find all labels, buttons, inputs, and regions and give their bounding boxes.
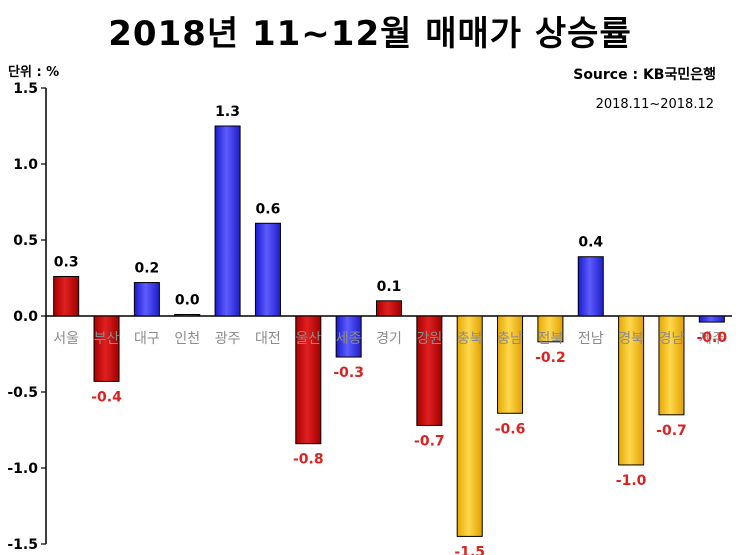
unit-label: 단위 : %: [8, 65, 60, 80]
data-label: 0.2: [134, 261, 159, 277]
data-label: 0.1: [377, 279, 402, 295]
data-label: -0.8: [293, 452, 324, 468]
category-label: 인천: [174, 331, 200, 347]
data-label: 0.3: [54, 254, 79, 270]
category-label: 대구: [134, 331, 160, 347]
data-label: -0.0: [697, 330, 728, 346]
data-label: -0.7: [414, 433, 445, 449]
period-label: 2018.11~2018.12: [595, 97, 714, 112]
bar-경북: [618, 315, 645, 466]
category-label: 충북: [457, 331, 483, 347]
bar-충남: [497, 315, 524, 414]
category-label: 경남: [659, 331, 685, 347]
data-label: -1.5: [454, 544, 485, 555]
chart-title: 2018년 11~12월 매매가 상승률: [108, 14, 632, 54]
bar-강원: [416, 315, 443, 426]
bar-광주: [214, 125, 241, 317]
data-label: 0.6: [256, 201, 281, 217]
bar-인천: [174, 313, 201, 317]
category-label: 서울: [53, 331, 79, 347]
y-tick-label: -1.0: [7, 461, 38, 477]
bar-경남: [658, 315, 685, 416]
category-label: 울산: [295, 331, 321, 347]
category-label: 세종: [336, 331, 362, 347]
data-label: 0.0: [175, 292, 200, 308]
data-label: 0.4: [578, 235, 603, 251]
bar-대전: [254, 222, 281, 317]
bar-제주: [698, 315, 725, 323]
y-tick-label: 0.0: [13, 309, 38, 325]
category-label: 강원: [416, 331, 442, 347]
y-tick-label: -0.5: [7, 385, 38, 401]
data-label: -0.7: [656, 423, 687, 439]
category-label: 전북: [538, 331, 564, 347]
data-label: -0.3: [333, 365, 364, 381]
y-tick-label: 0.5: [13, 233, 38, 249]
bar-충북: [456, 315, 483, 537]
y-tick-label: 1.5: [13, 81, 38, 97]
y-tick-label: 1.0: [13, 157, 38, 173]
bar-세종: [335, 315, 362, 358]
bar-전남: [577, 256, 604, 317]
bar-울산: [295, 315, 322, 445]
data-label: -0.4: [91, 389, 122, 405]
bar-부산: [93, 315, 120, 382]
category-label: 제주: [699, 331, 725, 347]
data-label: -0.2: [535, 350, 566, 366]
bar-서울: [53, 275, 80, 317]
category-label: 대전: [255, 331, 281, 347]
category-label: 경기: [376, 331, 402, 347]
category-label: 전남: [578, 331, 604, 347]
bar-대구: [133, 282, 160, 317]
category-label: 경북: [618, 331, 644, 347]
source-label: Source : KB국민은행: [573, 67, 716, 83]
y-tick-label: -1.5: [7, 537, 38, 553]
category-label: 부산: [94, 331, 120, 347]
data-label: -0.6: [495, 421, 526, 437]
data-label: 1.3: [215, 104, 240, 120]
bar-전북: [537, 315, 564, 343]
category-label: 충남: [497, 331, 523, 347]
data-label: -1.0: [616, 473, 647, 489]
bar-경기: [375, 300, 403, 317]
category-label: 광주: [215, 331, 241, 347]
